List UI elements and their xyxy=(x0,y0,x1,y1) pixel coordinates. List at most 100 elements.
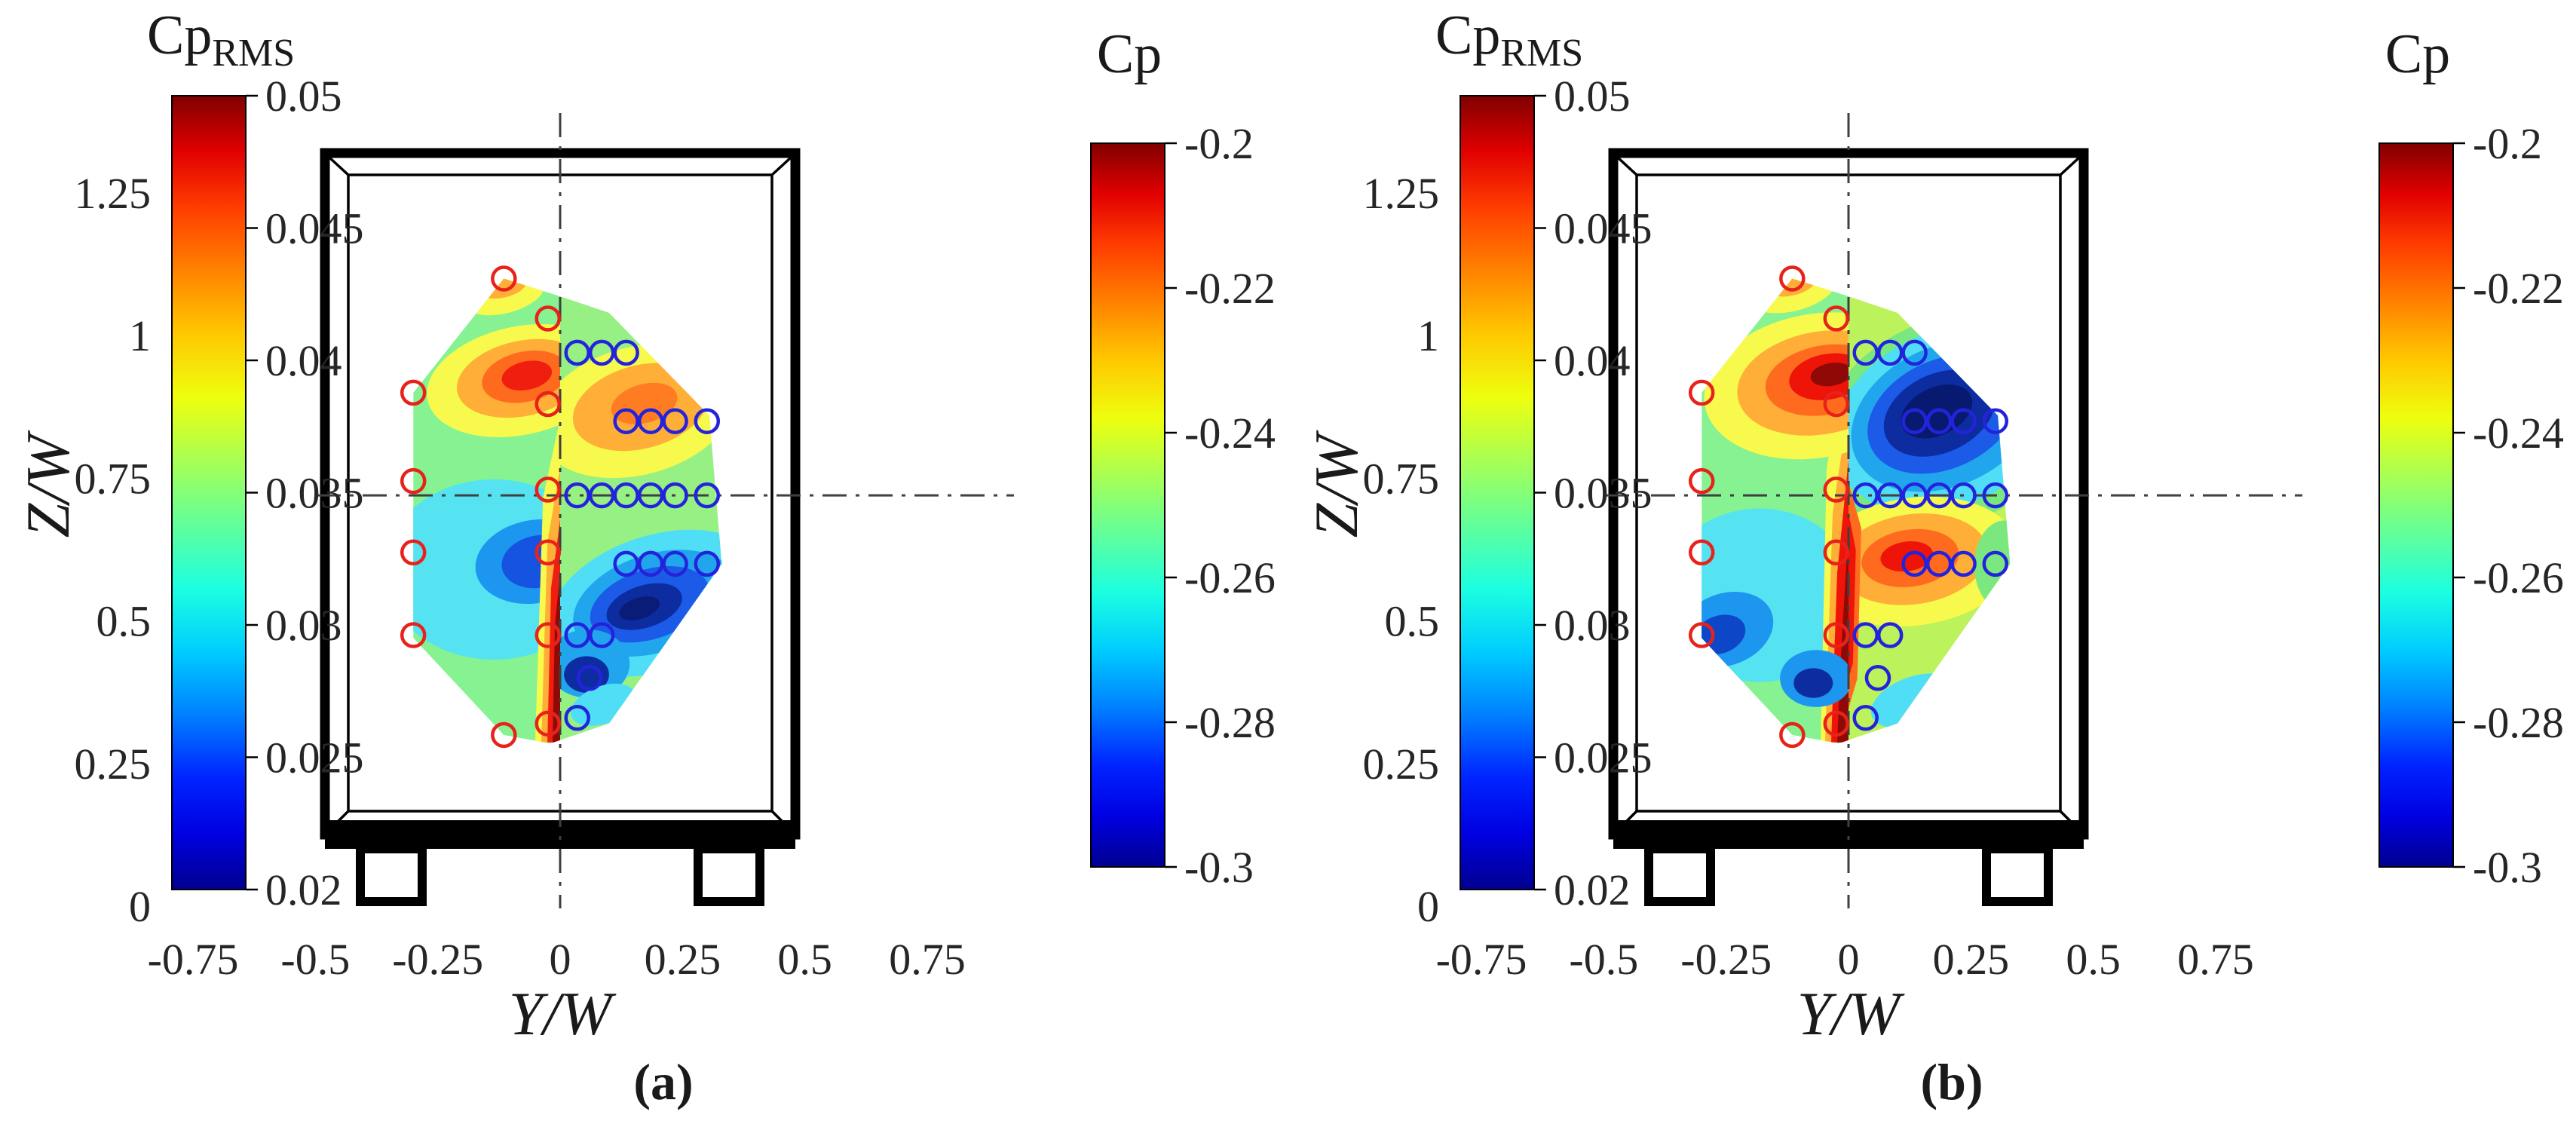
tap-marker-cp xyxy=(1852,482,1879,509)
contour-left-half xyxy=(1702,278,1849,744)
contour-band xyxy=(1793,668,1833,698)
x-tick-label: 0.75 xyxy=(889,935,966,984)
tap-marker-cp xyxy=(1852,622,1879,648)
colorbar-right xyxy=(1090,142,1165,868)
x-tick-label: 0.5 xyxy=(777,935,832,984)
panel-a-graphics: 0.05 0.045 0.04 0.035 0.03 0.025 0.02 -0.2 -0.22… xyxy=(75,72,1276,984)
tap-marker-cp xyxy=(588,622,615,648)
tap-marker-cp xyxy=(662,408,688,434)
colorbar-left-tick-label: 0.03 xyxy=(265,601,342,650)
colorbar-right-tick-label: -0.3 xyxy=(1184,843,1254,892)
colorbar-left-tick-label: 0.03 xyxy=(1554,601,1631,650)
tap-marker-cp xyxy=(1901,339,1928,366)
colorbar-right-tick-label: -0.24 xyxy=(1184,409,1276,458)
colorbar-right-tick-label: -0.28 xyxy=(1184,698,1276,747)
tap-marker-cp xyxy=(1950,408,1977,434)
vehicle-support-right xyxy=(1982,844,2053,906)
tap-marker-rms xyxy=(400,539,427,566)
contour-band xyxy=(1810,362,1849,387)
tap-marker-rms xyxy=(1688,467,1715,495)
colorbar-right-tick-label: -0.28 xyxy=(2473,698,2564,747)
tap-marker-cp xyxy=(1876,622,1904,648)
tap-marker-rms xyxy=(1823,539,1850,566)
x-tick-label: 0.5 xyxy=(2066,935,2121,984)
y-tick-label: 0.75 xyxy=(75,454,152,503)
x-tick-label: -0.5 xyxy=(280,935,350,984)
tap-marker-rms xyxy=(1823,305,1850,332)
tap-marker-rms xyxy=(534,305,562,332)
tap-marker-cp xyxy=(588,339,615,366)
tap-marker-cp xyxy=(1852,339,1879,366)
y-tick-label: 0.75 xyxy=(1363,454,1440,503)
colorbar-right-tick-label: -0.24 xyxy=(2473,409,2564,458)
colorbar-left-tick-label: 0.045 xyxy=(265,204,364,253)
tap-marker-rms xyxy=(491,265,517,292)
tap-marker-cp xyxy=(1901,482,1928,509)
tap-marker-cp xyxy=(1901,408,1928,434)
colorbar-left-tick-label: 0.05 xyxy=(1554,72,1631,121)
tap-marker-cp xyxy=(1901,550,1928,577)
tap-marker-cp xyxy=(564,622,590,648)
tap-marker-rms xyxy=(491,721,517,749)
contour-band xyxy=(1849,512,1856,678)
tap-marker-cp xyxy=(637,482,664,509)
tap-marker-cp xyxy=(613,339,639,366)
tap-marker-rms xyxy=(534,710,562,737)
vehicle-corner-edge xyxy=(770,156,792,176)
x-tick-label: -0.5 xyxy=(1569,935,1638,984)
tap-marker-rms xyxy=(400,467,427,495)
tap-marker-cp xyxy=(588,482,615,509)
tap-marker-rms xyxy=(1779,265,1806,292)
tap-marker-cp xyxy=(637,550,664,577)
tap-marker-rms xyxy=(1823,622,1850,648)
y-tick-label: 0.5 xyxy=(96,597,152,646)
tap-marker-cp xyxy=(662,550,688,577)
x-tick-label: 0.75 xyxy=(2177,935,2254,984)
tap-marker-cp xyxy=(1950,482,1977,509)
tap-marker-rms xyxy=(1688,622,1715,648)
x-tick-label: -0.25 xyxy=(392,935,483,984)
colorbar-left-tick-label: 0.035 xyxy=(1554,469,1652,518)
tap-marker-cp xyxy=(1982,550,2009,577)
contour-band xyxy=(501,360,553,390)
tap-marker-cp xyxy=(694,408,721,434)
vehicle-corner-edge xyxy=(328,156,350,176)
vehicle-support-right xyxy=(694,844,764,906)
colorbar-left-tick-label: 0.025 xyxy=(1554,734,1652,783)
colorbar-left-tick-label: 0.025 xyxy=(265,734,364,783)
colorbar-left-tick-label: 0.045 xyxy=(1554,204,1652,253)
contour-band xyxy=(619,596,660,620)
tap-marker-rms xyxy=(534,476,562,503)
tap-marker-rms xyxy=(400,379,427,406)
colorbar-right xyxy=(2378,142,2454,868)
colorbar-right-tick-label: -0.3 xyxy=(2473,843,2542,892)
tap-marker-cp xyxy=(1864,665,1891,691)
tap-marker-cp xyxy=(564,339,590,366)
colorbar-left-tick-label: 0.02 xyxy=(1554,865,1631,914)
colorbar-right-tick-label: -0.22 xyxy=(1184,264,1276,313)
panel-b-graphics: 0.05 0.045 0.04 0.035 0.03 0.025 0.02 -0.2 -0.22… xyxy=(1363,72,2564,984)
tap-marker-cp xyxy=(564,705,590,731)
tap-marker-rms xyxy=(534,622,562,648)
x-tick-label: 0.25 xyxy=(645,935,721,984)
tap-marker-cp xyxy=(1925,482,1953,509)
tap-marker-cp xyxy=(1852,705,1879,731)
y-tick-label: 0 xyxy=(1417,882,1439,931)
tap-marker-rms xyxy=(400,622,427,648)
x-tick-label: 0.25 xyxy=(1933,935,2010,984)
colorbar-right-tick-label: -0.26 xyxy=(1184,553,1276,602)
y-tick-label: 1.25 xyxy=(75,169,152,218)
vehicle-support-left xyxy=(1644,844,1715,906)
vehicle-base-outline xyxy=(1608,148,2089,906)
contour-band xyxy=(1974,520,2011,611)
tap-marker-cp xyxy=(662,482,688,509)
x-tick-label: 0 xyxy=(1838,935,1860,984)
colorbar-left-tick-label: 0.04 xyxy=(265,336,342,385)
vehicle-corner-edge xyxy=(1616,156,1638,176)
tap-marker-cp xyxy=(613,550,639,577)
vehicle-corner-edge xyxy=(2059,156,2081,176)
tap-marker-cp xyxy=(564,482,590,509)
tap-marker-cp xyxy=(1950,550,1977,577)
